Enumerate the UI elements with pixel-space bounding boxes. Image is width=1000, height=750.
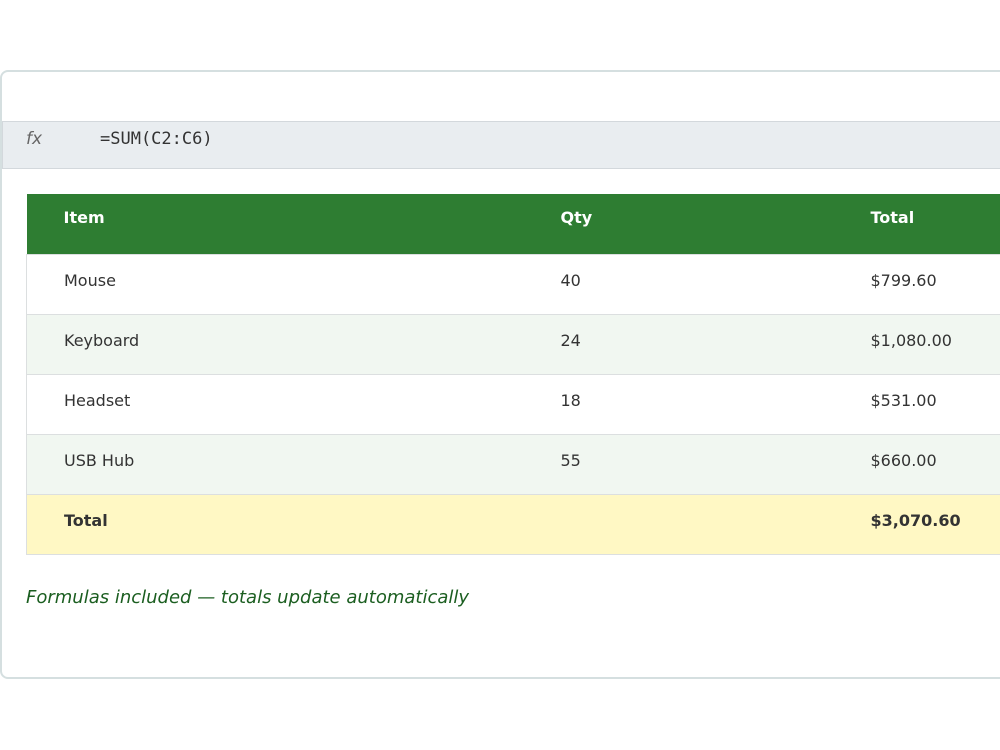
cell[interactable]: 18 <box>559 374 870 435</box>
cell[interactable]: 55 <box>559 434 870 495</box>
table-body: Mouse 40 $799.60 Keyboard 24 $1,080.00 Headset… <box>26 254 1000 555</box>
cell[interactable]: $531.00 <box>869 374 1000 435</box>
cell[interactable]: $799.60 <box>869 254 1000 315</box>
table-row: Headset 18 $531.00 <box>26 374 1000 435</box>
header-cell: Qty <box>559 194 870 255</box>
cell[interactable]: 24 <box>559 314 870 375</box>
header-cell: Total <box>869 194 1000 255</box>
sheet-card <box>0 70 1000 679</box>
cell[interactable]: Mouse <box>26 254 560 315</box>
cell[interactable]: 40 <box>559 254 870 315</box>
cell[interactable]: $1,080.00 <box>869 314 1000 375</box>
formula-text[interactable]: =SUM(C2:C6) <box>100 129 213 149</box>
header-cell: Item <box>26 194 560 255</box>
formula-bar <box>2 121 1000 169</box>
cell[interactable]: $660.00 <box>869 434 1000 495</box>
fx-label: fx <box>26 129 43 149</box>
total-cell[interactable] <box>559 494 870 555</box>
total-cell[interactable]: Total <box>26 494 560 555</box>
table-row: Keyboard 24 $1,080.00 <box>26 314 1000 375</box>
total-row: Total $3,070.60 <box>26 494 1000 555</box>
table-row: Mouse 40 $799.60 <box>26 254 1000 315</box>
total-cell[interactable]: $3,070.60 <box>869 494 1000 555</box>
data-table: Item Qty Total Mouse 40 $799.60 Keyboard 24 $1,… <box>26 194 1000 555</box>
cell[interactable]: USB Hub <box>26 434 560 495</box>
cell[interactable]: Headset <box>26 374 560 435</box>
note: Formulas included — totals update automa… <box>26 587 470 608</box>
cell[interactable]: Keyboard <box>26 314 560 375</box>
header-row: Item Qty Total <box>26 194 1000 255</box>
table-row: USB Hub 55 $660.00 <box>26 434 1000 495</box>
